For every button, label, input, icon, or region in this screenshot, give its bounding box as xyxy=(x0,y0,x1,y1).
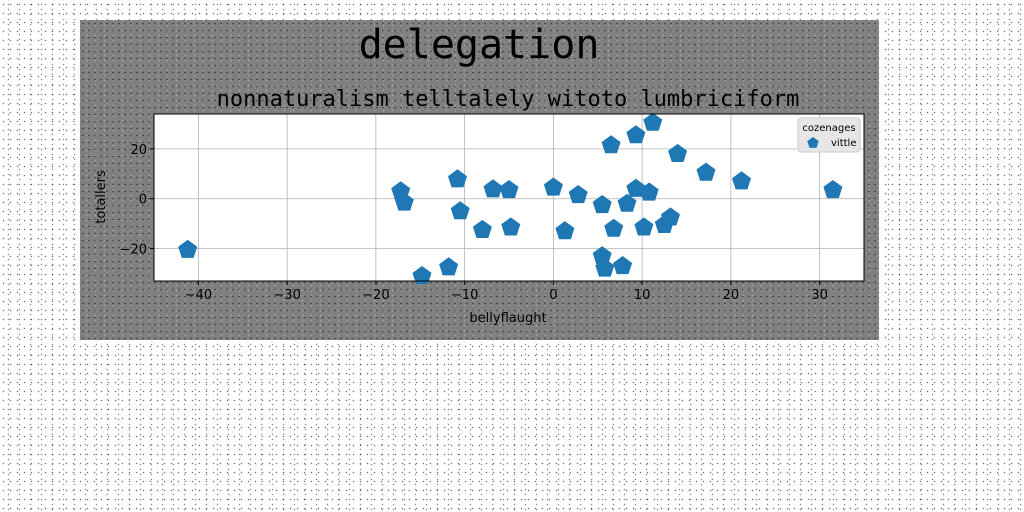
data-point xyxy=(639,182,659,201)
legend-entry-label: vittle xyxy=(831,138,856,149)
data-point xyxy=(472,219,492,238)
data-point xyxy=(823,180,843,199)
data-point xyxy=(601,135,621,154)
data-point xyxy=(613,256,633,275)
x-tick-label: −30 xyxy=(273,288,300,303)
plot-frame xyxy=(153,113,865,282)
axis-ticks: −40 −30 −20 −10 0 10 20 30 −20 0 20 xyxy=(120,143,828,303)
figure-panel: delegation nonnaturalism telltalely wito… xyxy=(80,20,879,340)
data-point xyxy=(634,217,654,236)
x-tick-label: 20 xyxy=(723,288,740,303)
legend-title: cozenages xyxy=(802,123,855,134)
data-point xyxy=(448,169,467,188)
data-point xyxy=(568,185,588,204)
data-point xyxy=(595,258,615,277)
x-tick-label: −40 xyxy=(185,288,212,303)
chart-title: nonnaturalism telltalely witoto lumbrici… xyxy=(217,87,800,112)
data-point xyxy=(732,171,751,190)
scatter-chart: delegation nonnaturalism telltalely wito… xyxy=(94,22,865,326)
data-point xyxy=(617,193,637,212)
y-tick-label: 20 xyxy=(130,143,147,158)
data-point xyxy=(592,246,612,265)
legend-marker xyxy=(807,137,819,148)
data-point xyxy=(439,257,459,276)
legend: cozenages vittle xyxy=(797,117,861,153)
data-point xyxy=(178,239,198,258)
data-point xyxy=(501,217,521,236)
data-point xyxy=(483,179,503,198)
data-point xyxy=(661,207,680,226)
data-point xyxy=(555,221,575,240)
data-point xyxy=(543,177,563,196)
y-axis-label: totallers xyxy=(94,170,109,224)
x-tick-label: −10 xyxy=(451,288,478,303)
x-tick-label: 30 xyxy=(811,288,828,303)
data-point xyxy=(668,143,688,162)
data-point xyxy=(499,180,519,199)
data-point xyxy=(394,192,414,211)
data-point xyxy=(412,266,432,285)
data-point xyxy=(592,195,612,214)
data-point xyxy=(604,218,624,237)
x-tick-label: 10 xyxy=(634,288,651,303)
x-axis-label: bellyflaught xyxy=(469,311,546,326)
chart-suptitle: delegation xyxy=(359,22,600,68)
data-point xyxy=(626,125,646,144)
x-tick-label: 0 xyxy=(549,288,557,303)
y-tick-label: 0 xyxy=(139,193,147,208)
data-point xyxy=(450,201,470,220)
y-tick-label: −20 xyxy=(120,243,147,258)
data-point xyxy=(643,112,663,131)
x-tick-label: −20 xyxy=(362,288,389,303)
data-point xyxy=(626,178,646,197)
data-points xyxy=(178,112,843,285)
data-point xyxy=(696,162,716,181)
